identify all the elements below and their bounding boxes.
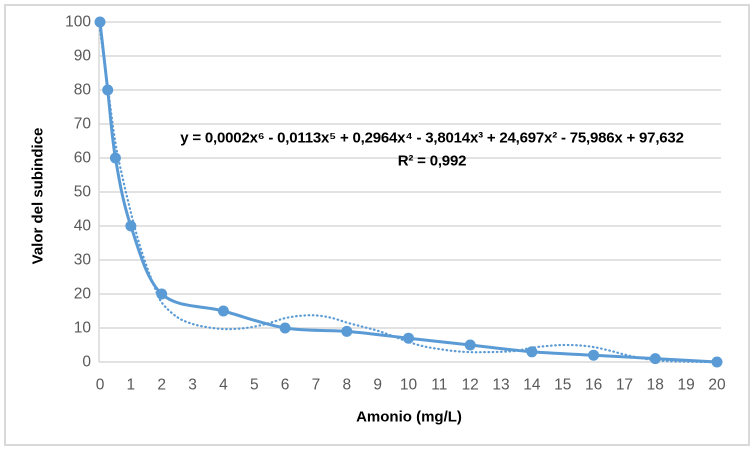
x-tick-label-6: 6 <box>281 377 290 394</box>
y-tick-label-60: 60 <box>74 150 92 167</box>
y-tick-label-50: 50 <box>74 184 92 201</box>
data-point-marker-x8 <box>341 325 353 337</box>
x-tick-label-10: 10 <box>400 377 418 394</box>
data-point-marker-x1 <box>125 220 137 232</box>
y-tick-label-20: 20 <box>74 286 92 303</box>
y-axis-tick-labels: 0 10 20 30 40 50 60 70 80 90 100 <box>65 14 91 371</box>
data-point-marker-x18 <box>649 353 661 365</box>
data-point-marker-x6 <box>279 322 291 334</box>
x-tick-label-5: 5 <box>250 377 259 394</box>
x-tick-label-4: 4 <box>219 377 228 394</box>
x-tick-label-20: 20 <box>708 377 726 394</box>
polynomial-trendline <box>98 29 719 364</box>
x-tick-label-11: 11 <box>431 377 447 394</box>
data-point-marker-x0.25 <box>102 84 114 96</box>
x-tick-label-12: 12 <box>462 377 479 394</box>
y-tick-label-30: 30 <box>74 252 92 269</box>
data-point-marker-x0.5 <box>109 152 121 164</box>
y-axis-title: Valor del subindice <box>30 128 47 265</box>
x-axis-title: Amonio (mg/L) <box>356 409 462 426</box>
data-point-marker-x12 <box>464 339 476 351</box>
trendline-r-squared: R² = 0,992 <box>398 153 466 170</box>
x-tick-label-17: 17 <box>616 377 633 394</box>
data-point-marker-x2 <box>156 288 168 300</box>
y-tick-label-40: 40 <box>74 218 92 235</box>
x-tick-label-0: 0 <box>96 377 105 394</box>
x-tick-label-8: 8 <box>342 377 351 394</box>
x-tick-label-9: 9 <box>373 377 382 394</box>
y-tick-label-80: 80 <box>74 82 92 99</box>
gridlines <box>99 21 721 363</box>
data-point-marker-x4 <box>217 305 229 317</box>
data-point-markers <box>94 16 723 368</box>
x-tick-label-2: 2 <box>157 377 166 394</box>
trendline-equation: y = 0,0002x⁶ - 0,0113x⁵ + 0,2964x⁴ - 3,8… <box>180 130 683 147</box>
y-tick-label-10: 10 <box>74 320 92 337</box>
data-point-marker-x14 <box>526 346 538 358</box>
data-point-marker-x0 <box>94 16 106 28</box>
x-tick-label-19: 19 <box>678 377 695 394</box>
x-tick-label-16: 16 <box>585 377 602 394</box>
y-tick-label-0: 0 <box>82 354 91 371</box>
x-axis-tick-labels: 0 1 2 3 4 5 6 7 8 9 10 11 12 13 14 15 16 17 18 19 20 <box>96 377 726 394</box>
x-tick-label-15: 15 <box>554 377 571 394</box>
x-tick-label-14: 14 <box>523 377 541 394</box>
data-point-marker-x16 <box>588 349 600 361</box>
data-point-marker-x20 <box>711 356 723 368</box>
x-tick-label-18: 18 <box>647 377 664 394</box>
x-tick-label-3: 3 <box>188 377 197 394</box>
x-tick-label-1: 1 <box>127 377 136 394</box>
y-tick-label-70: 70 <box>74 116 92 133</box>
data-point-marker-x10 <box>403 332 414 344</box>
y-tick-label-100: 100 <box>65 14 91 31</box>
x-tick-label-13: 13 <box>492 377 509 394</box>
x-tick-label-7: 7 <box>312 377 321 394</box>
y-tick-label-90: 90 <box>74 48 92 65</box>
